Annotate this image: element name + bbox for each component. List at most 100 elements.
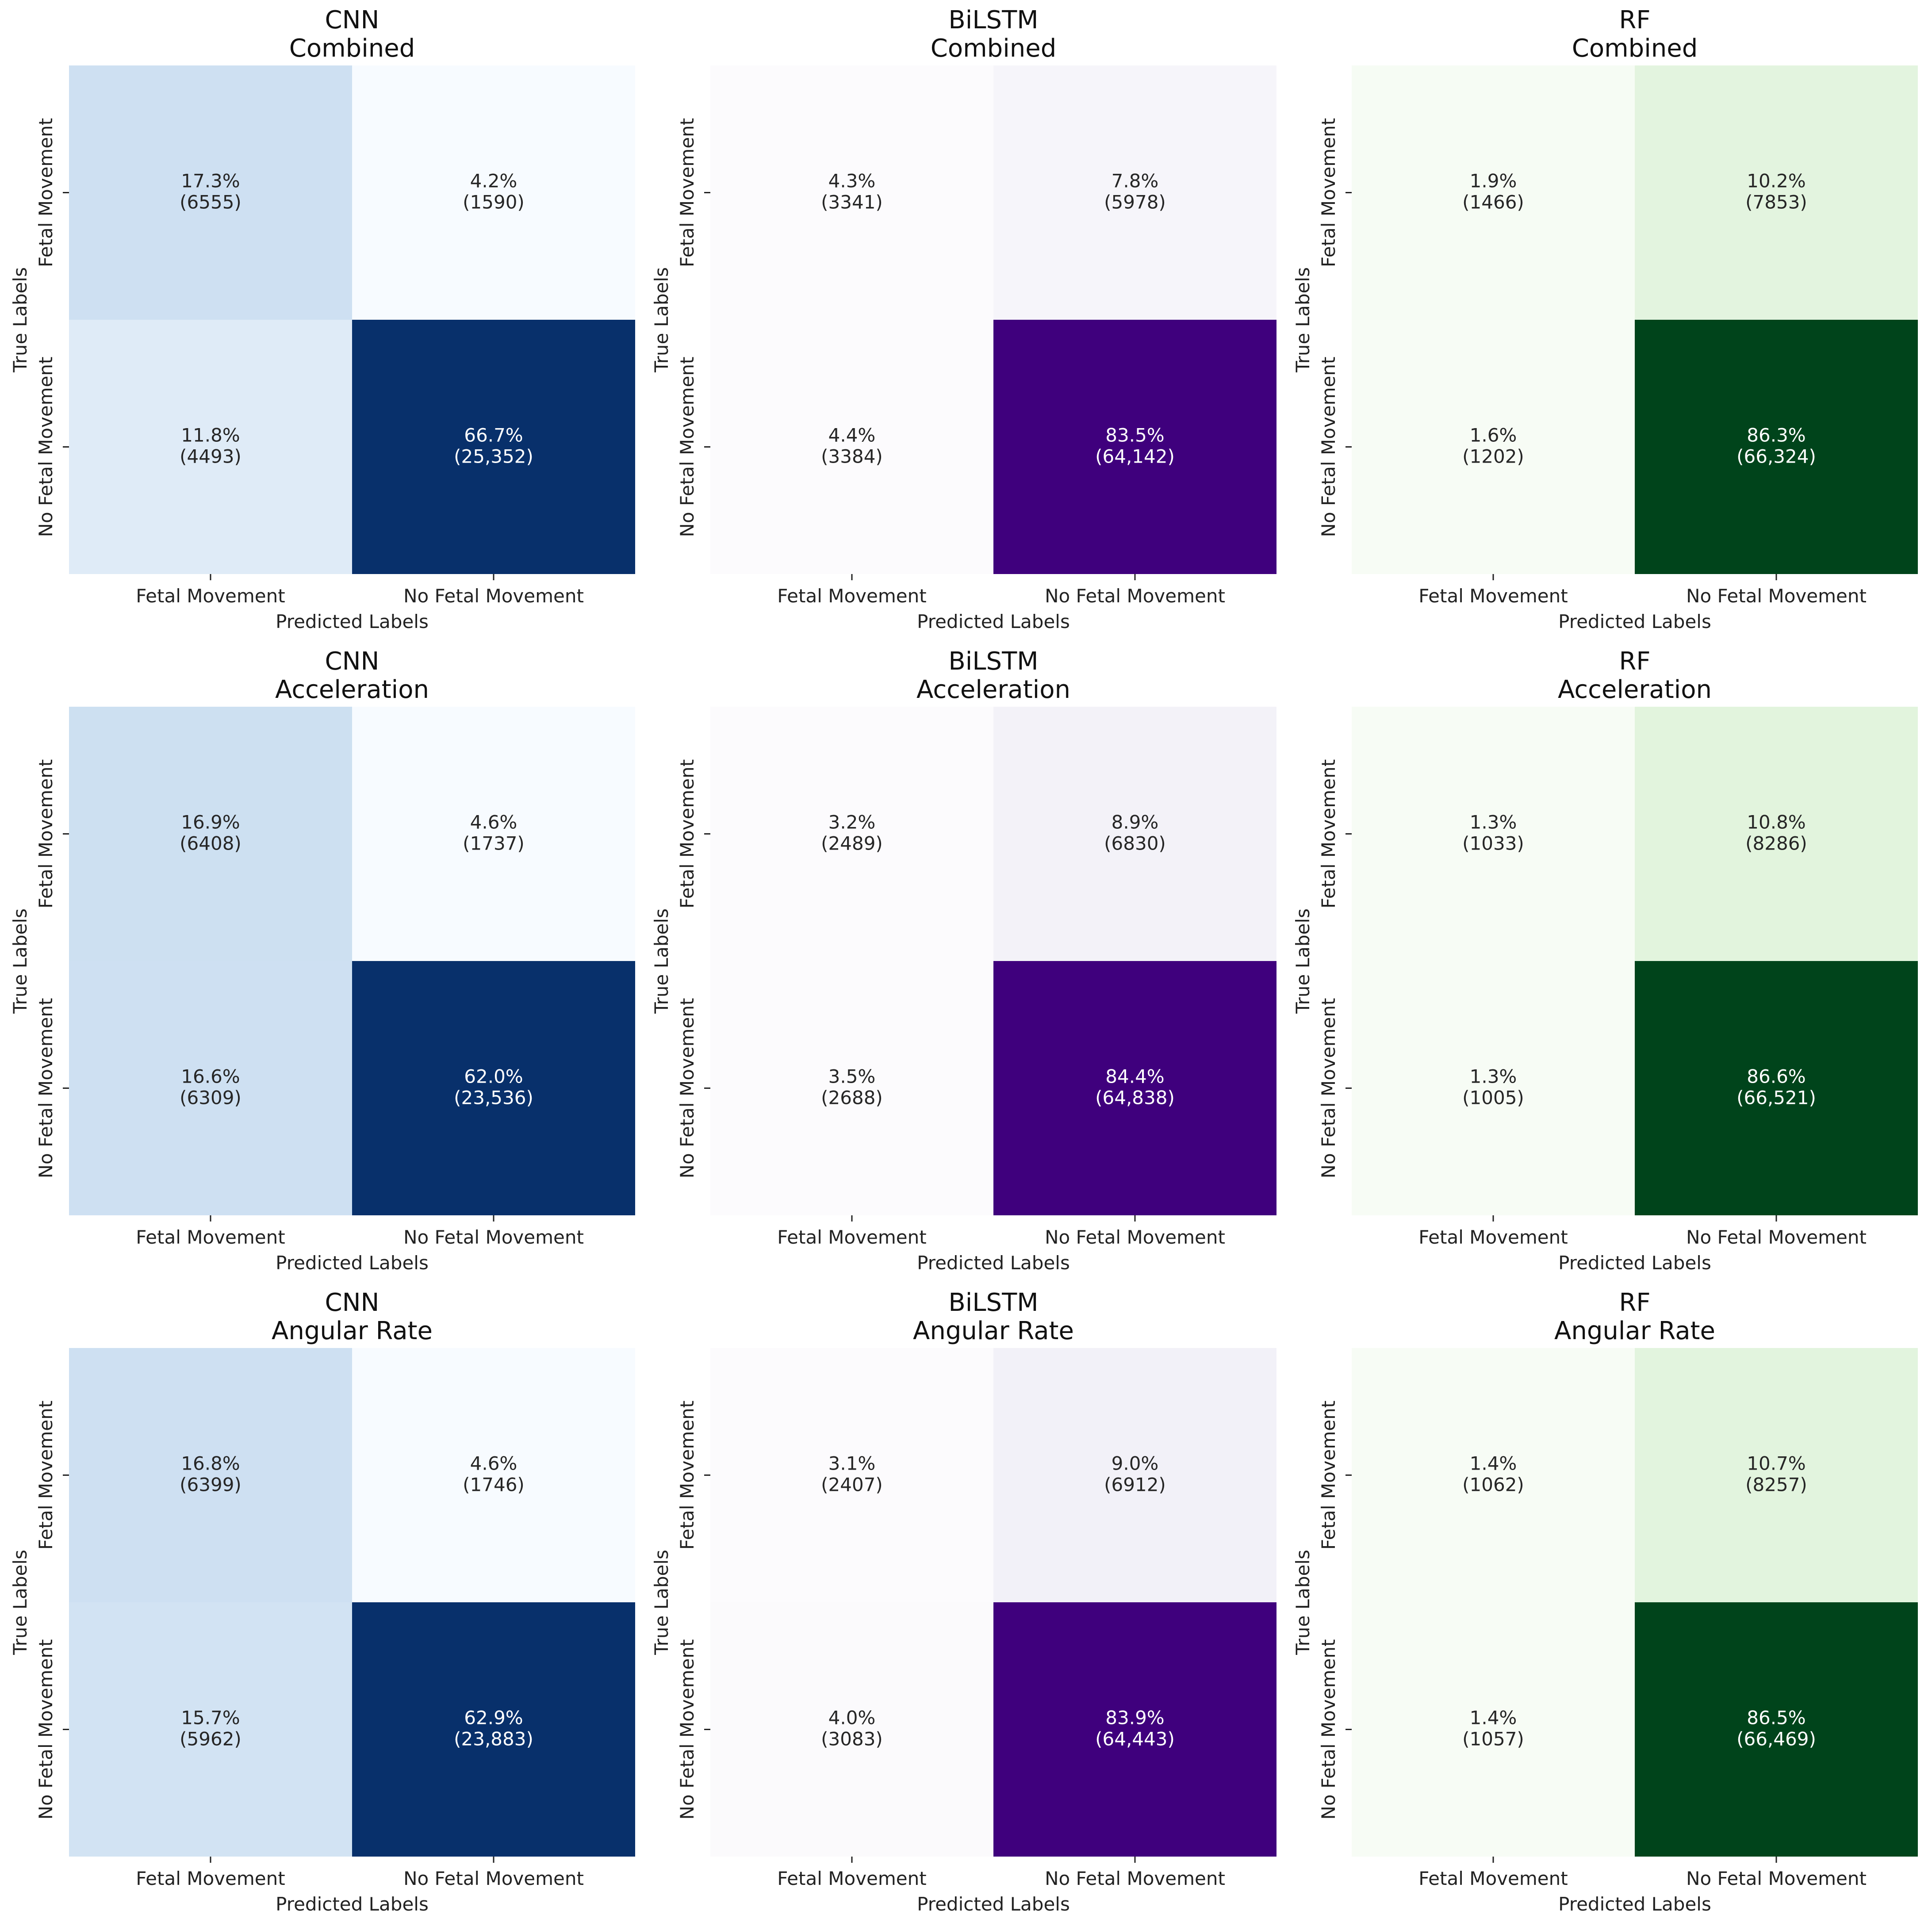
heatmap-cell (1352, 65, 1635, 320)
x-axis-label: Predicted Labels (917, 1893, 1070, 1915)
panel-title: CNN Angular Rate (272, 1288, 433, 1345)
cell-value-label: 83.9% (64,443) (1095, 1707, 1175, 1750)
y-tick-label: No Fetal Movement (35, 998, 57, 1179)
panel-cnn-acceleration: CNN Acceleration 16.9% (6408) 4.6% (1737) 16.6… (9, 647, 635, 1274)
y-tick-label: Fetal Movement (35, 759, 57, 908)
x-tick-label: Fetal Movement (777, 585, 926, 607)
cell-value-label: 7.8% (5978) (1104, 170, 1166, 213)
y-axis-label: True Labels (1292, 908, 1314, 1014)
cell-value-label: 1.6% (1202) (1462, 425, 1524, 467)
heatmap-cell (69, 65, 352, 320)
panel-title-model: BiLSTM (948, 647, 1038, 676)
heatmap-cell (710, 320, 993, 574)
x-tick-label: No Fetal Movement (403, 1868, 584, 1889)
x-tick-label: Fetal Movement (777, 1868, 926, 1889)
y-axis-label: True Labels (1292, 267, 1314, 373)
y-axis-label: True Labels (9, 1550, 31, 1655)
panel-title: BiLSTM Angular Rate (913, 1288, 1074, 1345)
x-tick-label: No Fetal Movement (1045, 1226, 1225, 1248)
y-tick-label: No Fetal Movement (676, 998, 698, 1179)
cell-value-label: 1.3% (1005) (1462, 1066, 1524, 1109)
x-axis-label: Predicted Labels (276, 1893, 429, 1915)
panel-title-model: RF (1619, 6, 1650, 34)
heatmap-cell (1635, 1602, 1918, 1857)
heatmap-cell (352, 1348, 635, 1602)
heatmap-cell (69, 1348, 352, 1602)
cell-value-label: 3.1% (2407) (821, 1453, 883, 1496)
y-tick-label: No Fetal Movement (676, 357, 698, 537)
x-axis-label: Predicted Labels (917, 1252, 1070, 1274)
cell-value-label: 16.8% (6399) (180, 1453, 242, 1496)
x-axis-label: Predicted Labels (276, 611, 429, 632)
cell-value-label: 4.6% (1746) (463, 1453, 525, 1496)
panel-title-model: BiLSTM (948, 1288, 1038, 1317)
y-tick-label: Fetal Movement (676, 118, 698, 267)
cell-value-label: 10.2% (7853) (1745, 170, 1807, 213)
cell-value-label: 86.5% (66,469) (1736, 1707, 1816, 1750)
panel-title-subset: Angular Rate (1554, 1317, 1715, 1345)
cell-value-label: 84.4% (64,838) (1095, 1066, 1175, 1109)
y-tick-label: Fetal Movement (35, 1401, 57, 1550)
heatmap-cell (710, 1602, 993, 1857)
x-axis-label: Predicted Labels (917, 611, 1070, 632)
cell-value-label: 16.6% (6309) (180, 1066, 242, 1109)
heatmap-cell (993, 1348, 1276, 1602)
heatmap-cell (352, 961, 635, 1215)
y-tick-label: No Fetal Movement (35, 1639, 57, 1820)
panel-cnn-combined: CNN Combined 17.3% (6555) 4.2% (1590) 11.8% (44… (9, 6, 635, 632)
y-axis-label: True Labels (9, 267, 31, 373)
y-tick-label: Fetal Movement (676, 1401, 698, 1550)
heatmap-cell (352, 320, 635, 574)
panel-title-subset: Combined (1572, 34, 1698, 63)
cell-value-label: 10.8% (8286) (1745, 812, 1807, 854)
heatmap-cell (710, 707, 993, 961)
cell-value-label: 17.3% (6555) (180, 170, 242, 213)
cell-value-label: 86.3% (66,324) (1736, 425, 1816, 467)
y-tick-label: No Fetal Movement (1318, 357, 1339, 537)
heatmap-cell (993, 1602, 1276, 1857)
heatmap-cell (710, 65, 993, 320)
cell-value-label: 4.3% (3341) (821, 170, 883, 213)
y-tick-label: Fetal Movement (35, 118, 57, 267)
heatmap-cell (1352, 320, 1635, 574)
heatmap-cell (69, 707, 352, 961)
cell-value-label: 9.0% (6912) (1104, 1453, 1166, 1496)
heatmap-cell (1635, 320, 1918, 574)
x-tick-label: Fetal Movement (136, 1226, 285, 1248)
y-tick-label: No Fetal Movement (1318, 1639, 1339, 1820)
x-tick-label: No Fetal Movement (1686, 1868, 1867, 1889)
panel-title: RF Angular Rate (1554, 1288, 1715, 1345)
x-tick-label: Fetal Movement (136, 585, 285, 607)
x-tick-label: Fetal Movement (1418, 585, 1568, 607)
cell-value-label: 62.9% (23,883) (454, 1707, 533, 1750)
y-tick-label: Fetal Movement (676, 759, 698, 908)
heatmap-cell (1352, 961, 1635, 1215)
x-axis-label: Predicted Labels (1558, 611, 1711, 632)
cell-value-label: 1.4% (1057) (1462, 1707, 1524, 1750)
x-tick-label: Fetal Movement (136, 1868, 285, 1889)
x-tick-label: No Fetal Movement (1686, 585, 1867, 607)
panel-title: RF Combined (1572, 6, 1698, 63)
y-axis-label: True Labels (1292, 1550, 1314, 1655)
panel-bilstm-combined: BiLSTM Combined 4.3% (3341) 7.8% (5978) 4.4% (3… (651, 6, 1276, 632)
heatmap-cell (1635, 1348, 1918, 1602)
heatmap-cell (993, 707, 1276, 961)
heatmap-cell (1635, 707, 1918, 961)
heatmap-cell (69, 961, 352, 1215)
cell-value-label: 15.7% (5962) (180, 1707, 242, 1750)
panel-title-subset: Acceleration (275, 675, 429, 704)
cell-value-label: 3.5% (2688) (821, 1066, 883, 1109)
panel-rf-acceleration: RF Acceleration 1.3% (1033) 10.8% (8286) 1.3%(… (1292, 647, 1918, 1274)
y-tick-label: No Fetal Movement (35, 357, 57, 537)
panel-bilstm-angular-rate: BiLSTM Angular Rate 3.1% (2407) 9.0% (6912) 4.… (651, 1288, 1276, 1915)
cell-value-label: 4.0% (3083) (821, 1707, 883, 1750)
cell-value-label: 1.4% (1062) (1462, 1453, 1524, 1496)
cell-value-label: 86.6% (66,521) (1736, 1066, 1816, 1109)
cell-value-label: 16.9% (6408) (180, 812, 242, 854)
heatmap-cell (352, 707, 635, 961)
cell-value-label: 4.4% (3384) (821, 425, 883, 467)
heatmap-cell (1352, 1348, 1635, 1602)
panel-title-subset: Angular Rate (272, 1317, 433, 1345)
cell-value-label: 1.3% (1033) (1462, 812, 1524, 854)
